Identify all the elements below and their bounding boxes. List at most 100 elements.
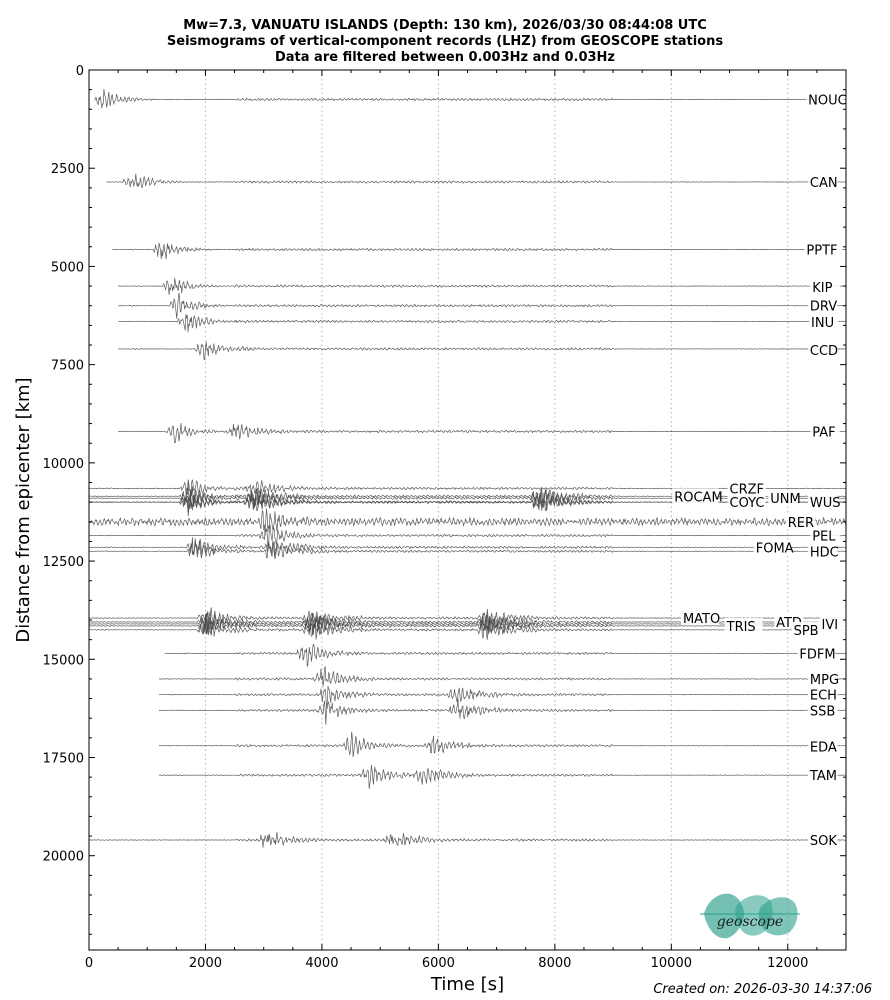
station-label-fdfm: FDFM — [799, 647, 835, 662]
label-bg-unm — [768, 490, 798, 506]
station-label-eda: EDA — [810, 741, 837, 756]
y-tick-label: 15000 — [43, 653, 84, 668]
label-bg-ccd — [807, 342, 838, 358]
label-bg-sok — [807, 832, 838, 847]
label-bg-inu — [809, 314, 839, 330]
x-tick-label: 10000 — [651, 956, 692, 971]
label-bg-wus — [807, 494, 838, 510]
chart-title-line-2: Seismograms of vertical-component record… — [166, 34, 724, 49]
x-tick-label: 0 — [85, 956, 93, 971]
trace-eda — [158, 731, 846, 758]
station-label-unm: UNM — [770, 492, 800, 507]
trace-foma — [89, 537, 846, 557]
x-tick-label: 6000 — [422, 956, 455, 971]
y-tick-label: 0 — [76, 64, 84, 79]
trace-sok — [88, 832, 846, 848]
trace-rer — [88, 508, 847, 537]
station-label-sok: SOK — [810, 834, 837, 849]
trace-ccd — [118, 341, 846, 361]
x-tick-label: 12000 — [767, 956, 808, 971]
label-bg-can — [807, 173, 838, 189]
y-tick-label: 5000 — [51, 260, 84, 275]
label-bg-rer — [785, 513, 816, 529]
chart-title-line-3: Data are filtered between 0.003Hz and 0.… — [274, 50, 616, 65]
trace-spb — [88, 619, 846, 640]
logo-text: geoscope — [717, 914, 783, 930]
x-tick-label: 8000 — [538, 956, 571, 971]
station-label-kip: KIP — [812, 281, 832, 296]
label-bg-pel — [810, 527, 840, 543]
trace-wus — [88, 492, 846, 512]
label-bg-coyc — [727, 494, 766, 510]
y-tick-label: 7500 — [51, 359, 84, 374]
label-bg-drv — [807, 297, 838, 313]
trace-fdfm — [164, 643, 846, 668]
grid — [204, 70, 789, 950]
station-label-pptf: PPTF — [806, 244, 837, 259]
label-bg-ssb — [807, 702, 838, 718]
label-bg-pptf — [804, 241, 843, 257]
station-label-paf: PAF — [812, 425, 835, 440]
station-label-mpg: MPG — [810, 673, 839, 688]
x-tick-label: 2000 — [189, 956, 222, 971]
station-label-ivi: IVI — [822, 618, 839, 633]
y-axis-label: Distance from epicenter [km] — [13, 377, 34, 642]
station-label-tam: TAM — [809, 769, 837, 784]
geoscope-logo: geoscope — [700, 893, 800, 939]
trace-pptf — [112, 242, 847, 260]
trace-nouc — [94, 88, 847, 109]
logo-globe-left — [704, 893, 744, 939]
station-label-can: CAN — [810, 176, 838, 191]
y-tick-label: 10000 — [43, 457, 84, 472]
station-label-rocam: ROCAM — [674, 490, 722, 505]
label-bg-ech — [807, 686, 838, 702]
trace-kip — [118, 278, 846, 296]
label-bg-mato — [680, 610, 719, 626]
trace-tam — [158, 764, 846, 790]
y-tick-label: 2500 — [51, 162, 84, 177]
created-on-footer: Created on: 2026-03-30 14:37:06 — [653, 982, 872, 997]
station-label-foma: FOMA — [756, 541, 794, 556]
label-bg-kip — [810, 278, 840, 294]
trace-ech — [158, 685, 846, 707]
station-label-hdc: HDC — [810, 545, 839, 560]
trace-crzf — [88, 479, 846, 497]
trace-inu — [117, 314, 846, 333]
x-axis-label: Time [s] — [430, 974, 504, 995]
station-label-spb: SPB — [794, 624, 819, 639]
label-bg-ivi — [819, 615, 850, 631]
station-label-tris: TRIS — [726, 620, 756, 635]
trace-hdc — [89, 538, 846, 559]
station-label-rer: RER — [788, 516, 814, 531]
trace-drv — [118, 292, 846, 319]
station-label-ech: ECH — [810, 689, 837, 704]
logo-globe-right — [758, 897, 798, 936]
label-bg-spb — [791, 621, 822, 637]
station-label-crzf: CRZF — [730, 482, 765, 497]
station-label-nouc: NOUC — [808, 93, 847, 108]
station-label-mato: MATO — [683, 612, 720, 627]
trace-mato — [88, 607, 846, 630]
trace-paf — [118, 422, 846, 443]
y-tick-label: 12500 — [43, 555, 84, 570]
chart-title-line-1: Mw=7.3, VANUATU ISLANDS (Depth: 130 km),… — [183, 18, 707, 33]
label-bg-tam — [807, 767, 838, 783]
station-label-ssb: SSB — [810, 704, 835, 719]
station-label-coyc: COYC — [730, 496, 765, 511]
station-label-ccd: CCD — [810, 344, 838, 359]
label-bg-nouc — [806, 91, 845, 107]
label-bg-tris — [724, 617, 763, 633]
label-bg-foma — [753, 539, 792, 555]
trace-mpg — [158, 665, 846, 687]
trace-unm — [88, 487, 846, 511]
trace-atd — [88, 612, 846, 635]
trace-pel — [88, 524, 846, 551]
trace-ssb — [158, 698, 846, 725]
y-tick-label: 20000 — [43, 850, 84, 865]
label-bg-paf — [810, 423, 840, 439]
label-bg-mpg — [807, 670, 838, 686]
label-bg-hdc — [807, 543, 838, 559]
label-bg-fdfm — [797, 645, 836, 661]
